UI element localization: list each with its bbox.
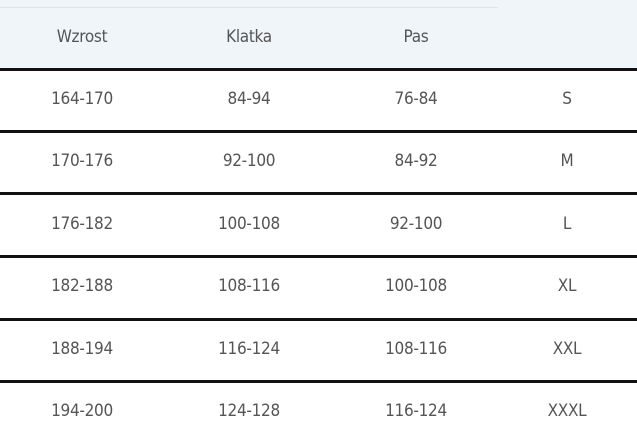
divider [0,7,498,8]
row-divider [0,68,637,71]
table-cell: 100-108 [385,276,447,296]
row-divider [0,192,637,195]
row-divider [0,255,637,258]
row-divider [0,130,637,133]
table-cell: 170-176 [51,151,113,171]
table-cell: 84-94 [227,89,271,109]
table-cell: 116-124 [218,339,280,359]
table-cell: XXXL [547,401,587,421]
table-cell: 92-100 [389,214,443,234]
table-cell: XL [557,276,577,296]
column-header: Klatka [226,27,272,47]
row-divider [0,318,637,321]
table-cell: L [562,214,572,234]
table-cell: 116-124 [385,401,447,421]
column-header: Wzrost [56,27,108,47]
table-cell: 188-194 [51,339,113,359]
table-cell: 182-188 [51,276,113,296]
table-cell: S [562,89,572,109]
table-cell: 164-170 [51,89,113,109]
table-cell: M [560,151,574,171]
table-cell: 176-182 [51,214,113,234]
table-cell: 194-200 [51,401,113,421]
table-cell: 108-116 [218,276,280,296]
table-cell: 76-84 [394,89,438,109]
table-cell: 100-108 [218,214,280,234]
table-cell: 84-92 [394,151,438,171]
table-cell: 108-116 [385,339,447,359]
column-header: Pas [403,27,429,47]
table-header [0,0,637,68]
table-cell: 124-128 [218,401,280,421]
table-cell: XXL [552,339,582,359]
row-divider [0,380,637,383]
table-cell: 92-100 [222,151,276,171]
